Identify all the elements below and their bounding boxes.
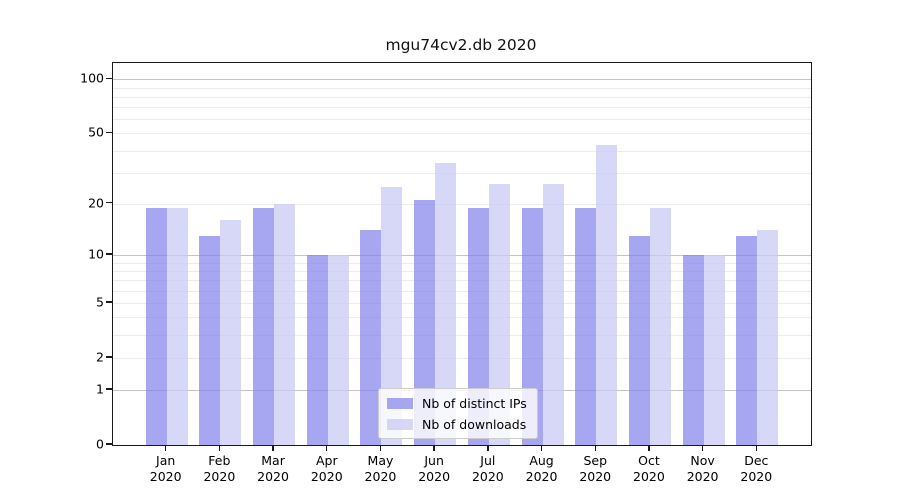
bar-downloads <box>274 203 296 445</box>
y-tick-label: 5 <box>96 294 104 310</box>
x-tick-mark <box>701 446 704 451</box>
x-tick-label: May 2020 <box>364 453 397 484</box>
x-tick-mark <box>433 446 435 451</box>
x-tick-label: Oct 2020 <box>633 453 665 484</box>
x-tick-label: Feb 2020 <box>203 453 236 484</box>
gridline-minor <box>113 303 811 304</box>
gridline-minor <box>113 133 811 135</box>
legend-item: Nb of downloads <box>387 415 527 433</box>
legend-label: Nb of downloads <box>422 416 527 432</box>
legend-swatch-downloads <box>387 418 413 430</box>
x-tick-mark <box>540 446 543 451</box>
bar-distinct-ips <box>736 235 758 445</box>
y-tick-mark <box>106 253 112 255</box>
bar-distinct-ips <box>521 207 543 445</box>
y-tick-mark <box>106 388 112 390</box>
gridline-minor <box>113 335 811 337</box>
gridline-minor <box>113 290 811 292</box>
y-tick-mark <box>106 356 112 358</box>
x-tick-mark <box>755 446 757 451</box>
gridline-minor <box>113 150 811 152</box>
x-tick-label: Jun 2020 <box>418 453 451 484</box>
x-tick-label: Aug 2020 <box>525 453 558 484</box>
bar-distinct-ips <box>628 235 650 445</box>
gridline-minor <box>113 270 811 272</box>
chart-title: mgu74cv2.db 2020 <box>385 36 537 54</box>
gridline-minor <box>113 119 811 121</box>
x-tick-label: Jan 2020 <box>149 453 182 484</box>
bar-downloads <box>435 163 457 445</box>
x-tick-label: Jul 2020 <box>471 453 504 484</box>
y-tick-mark <box>106 301 112 303</box>
x-tick-label: Dec 2020 <box>740 453 773 484</box>
y-tick-mark <box>106 131 112 134</box>
bar-distinct-ips <box>467 207 489 445</box>
legend: Nb of distinct IPs Nb of downloads <box>378 388 538 439</box>
gridline-major <box>113 79 811 81</box>
gridline-minor <box>113 357 811 359</box>
x-tick-label: Apr 2020 <box>310 453 343 484</box>
bar-distinct-ips <box>199 235 221 445</box>
gridline-minor <box>113 280 811 282</box>
y-tick-label: 1 <box>96 381 104 397</box>
bar-downloads <box>220 220 242 445</box>
bar-distinct-ips <box>306 254 328 445</box>
plot-area <box>112 62 812 446</box>
bar-downloads <box>703 254 725 445</box>
bar-distinct-ips <box>682 254 704 445</box>
x-tick-label: Sep 2020 <box>579 453 612 484</box>
y-tick-label: 0 <box>96 436 104 452</box>
y-tick-label: 2 <box>96 349 104 365</box>
x-tick-mark <box>594 446 596 451</box>
y-tick-label: 100 <box>80 70 104 86</box>
bar-downloads <box>596 145 618 445</box>
bar-downloads <box>488 183 510 445</box>
gridline-minor <box>113 172 811 174</box>
bar-distinct-ips <box>414 200 436 445</box>
x-tick-label: Mar 2020 <box>257 453 289 484</box>
gridline-minor <box>113 107 811 109</box>
bar-distinct-ips <box>145 207 167 445</box>
gridline-minor <box>113 262 811 264</box>
bar-downloads <box>542 183 564 445</box>
gridline-minor <box>113 203 811 205</box>
bar-downloads <box>649 207 671 445</box>
x-tick-mark <box>487 446 489 451</box>
legend-label: Nb of distinct IPs <box>422 395 527 411</box>
y-tick-mark <box>106 77 112 79</box>
y-tick-mark <box>106 202 112 204</box>
gridline-minor <box>113 317 811 319</box>
bar-distinct-ips <box>253 207 275 445</box>
bar-downloads <box>381 186 403 445</box>
bar-downloads <box>327 254 349 445</box>
bar-distinct-ips <box>360 230 382 445</box>
x-tick-mark <box>326 446 328 451</box>
bar-downloads <box>166 207 188 445</box>
x-tick-mark <box>218 446 221 451</box>
y-tick-label: 20 <box>88 195 104 211</box>
bar-distinct-ips <box>575 207 597 445</box>
y-tick-mark <box>106 443 112 445</box>
gridline-major <box>113 254 811 256</box>
x-tick-label: Nov 2020 <box>686 453 719 484</box>
gridline-minor <box>113 96 811 98</box>
x-tick-mark <box>164 446 167 451</box>
legend-swatch-distinct-ips <box>387 397 413 409</box>
y-tick-label: 50 <box>88 124 104 140</box>
gridline-minor <box>113 87 811 89</box>
x-tick-mark <box>272 446 274 451</box>
x-tick-mark <box>648 446 650 451</box>
legend-item: Nb of distinct IPs <box>387 394 527 412</box>
y-tick-label: 10 <box>88 246 104 262</box>
bar-downloads <box>757 230 779 445</box>
x-tick-mark <box>379 446 382 451</box>
